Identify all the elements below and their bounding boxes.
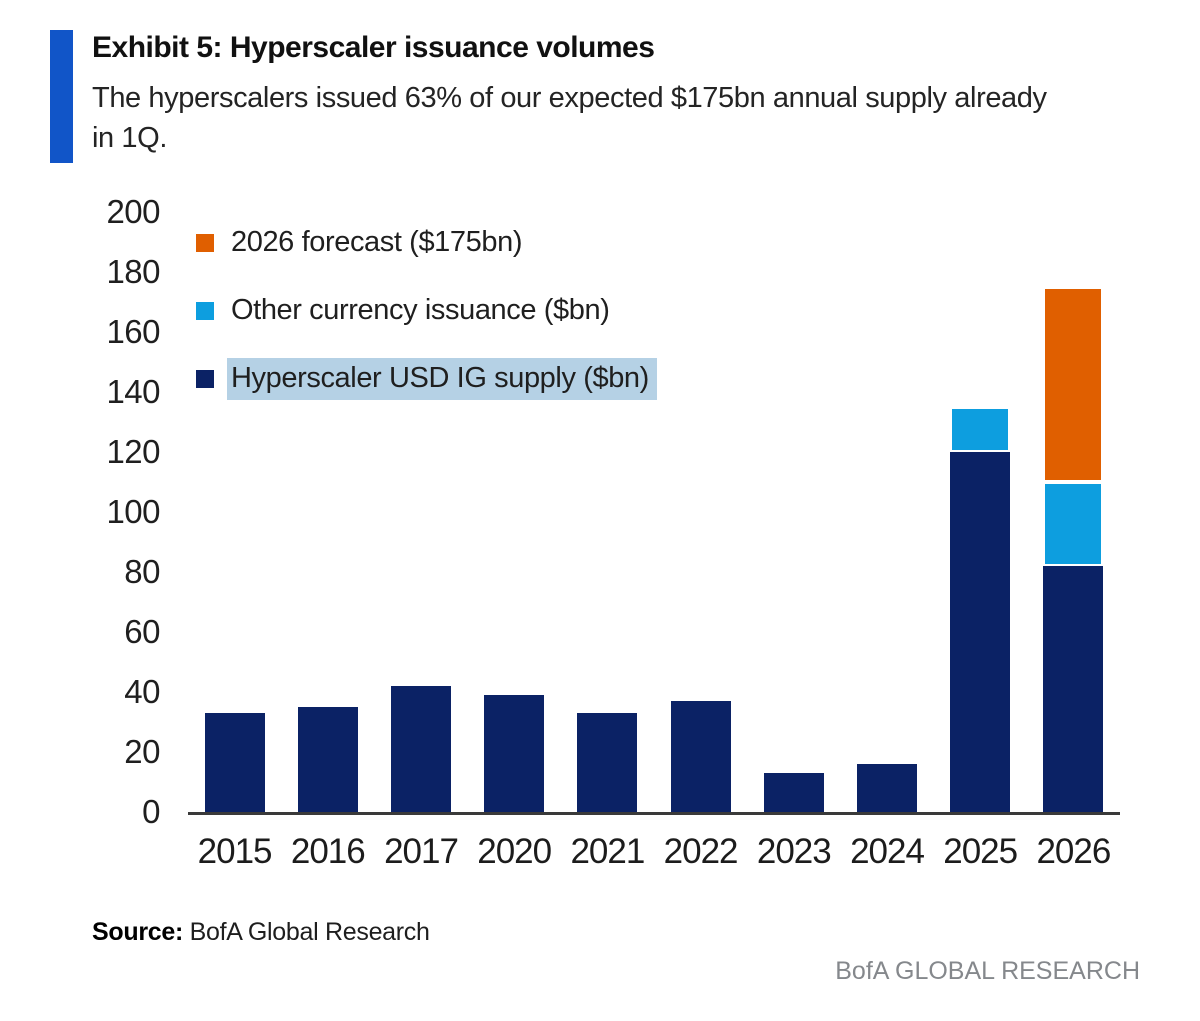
x-tick-label-2021: 2021 xyxy=(570,832,645,871)
bar-segment-2022-0 xyxy=(670,701,731,812)
source-text: BofA Global Research xyxy=(189,918,430,946)
source-line: Source: BofA Global Research xyxy=(92,918,430,947)
x-tick-label-2016: 2016 xyxy=(290,832,366,871)
x-tick-label-2024: 2024 xyxy=(850,832,925,871)
bar-segment-2017-0 xyxy=(391,686,451,812)
y-tick-label: 140 xyxy=(106,373,160,410)
y-tick-label: 180 xyxy=(106,253,160,290)
exhibit-subtitle: The hyperscalers issued 63% of our expec… xyxy=(92,78,1047,158)
bar-segment-2015-0 xyxy=(204,713,265,812)
y-tick-label: 20 xyxy=(124,733,160,770)
bar-segment-2026-0 xyxy=(1043,566,1104,812)
y-tick-label: 200 xyxy=(106,193,160,230)
legend-label: Hyperscaler USD IG supply ($bn) xyxy=(227,358,657,400)
bar-chart-plot-area xyxy=(188,212,1120,815)
legend-item-1: Other currency issuance ($bn) xyxy=(196,288,657,334)
legend-item-0: 2026 forecast ($175bn) xyxy=(196,220,657,266)
bar-segment-2021-0 xyxy=(577,713,638,812)
bar-segment-2016-0 xyxy=(297,707,358,812)
subtitle-line-2: in 1Q. xyxy=(92,122,167,154)
legend-swatch-icon xyxy=(196,234,214,252)
y-tick-label: 80 xyxy=(124,553,160,590)
x-tick-label-2020: 2020 xyxy=(477,832,552,871)
legend-label: 2026 forecast ($175bn) xyxy=(231,226,523,258)
chart-legend: 2026 forecast ($175bn) Other currency iss… xyxy=(196,220,657,424)
x-tick-label-2023: 2023 xyxy=(756,832,832,871)
y-tick-label: 60 xyxy=(124,613,160,650)
legend-item-2: Hyperscaler USD IG supply ($bn) xyxy=(196,356,657,402)
exhibit-title: Exhibit 5: Hyperscaler issuance volumes xyxy=(92,31,655,64)
bar-segment-2023-0 xyxy=(763,773,824,812)
x-tick-label-2022: 2022 xyxy=(663,832,739,871)
subtitle-line-1: The hyperscalers issued 63% of our expec… xyxy=(92,82,1047,114)
source-label: Source: xyxy=(92,918,183,946)
title-accent-bar xyxy=(50,30,73,163)
x-tick-label-2017: 2017 xyxy=(384,832,459,871)
x-tick-label-2015: 2015 xyxy=(197,832,273,871)
legend-swatch-icon xyxy=(196,370,214,388)
brand-footer: BofA GLOBAL RESEARCH xyxy=(835,957,1140,985)
x-tick-label-2026: 2026 xyxy=(1036,832,1111,871)
bar-segment-2025-0 xyxy=(950,452,1011,812)
bar-segment-2024-0 xyxy=(857,764,917,812)
y-tick-label: 0 xyxy=(142,793,160,830)
y-tick-label: 100 xyxy=(106,493,160,530)
bar-segment-2026-2 xyxy=(1043,287,1104,482)
bar-segment-2025-1 xyxy=(950,407,1011,452)
y-tick-label: 40 xyxy=(124,673,160,710)
bar-segment-2026-1 xyxy=(1043,482,1104,566)
x-tick-label-2025: 2025 xyxy=(943,832,1018,871)
bar-segment-2020-0 xyxy=(484,695,545,812)
legend-swatch-icon xyxy=(196,302,214,320)
y-tick-label: 120 xyxy=(106,433,160,470)
legend-label: Other currency issuance ($bn) xyxy=(231,294,610,326)
y-tick-label: 160 xyxy=(106,313,160,350)
